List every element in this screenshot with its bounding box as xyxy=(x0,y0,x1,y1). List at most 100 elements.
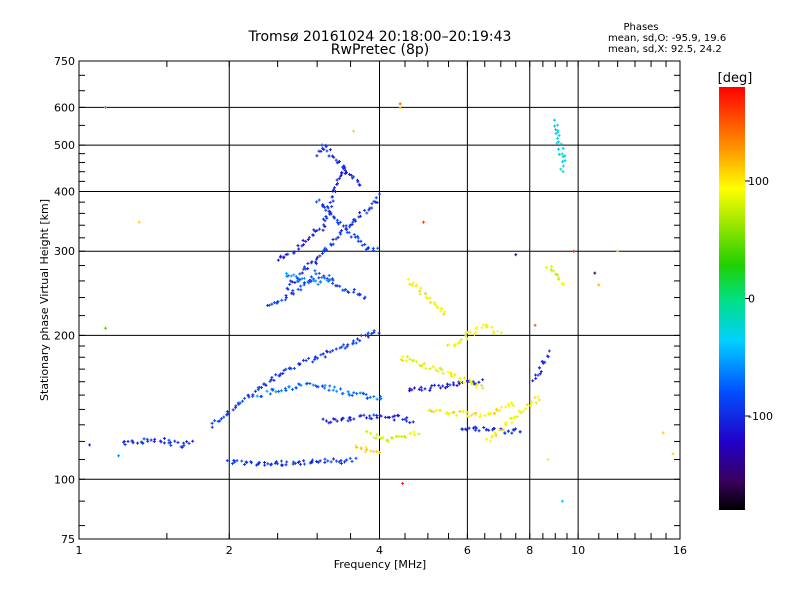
echo-point xyxy=(335,419,339,423)
echo-point xyxy=(346,390,350,394)
echo-point xyxy=(487,428,491,432)
echo-point xyxy=(437,383,441,387)
echo-point xyxy=(537,398,541,402)
echo-point xyxy=(365,211,369,215)
echo-point xyxy=(356,239,360,243)
echo-point xyxy=(449,373,453,377)
echo-point xyxy=(458,339,462,343)
echo-point xyxy=(372,395,376,399)
echo-point xyxy=(342,288,346,292)
echo-point xyxy=(474,411,478,415)
echo-point xyxy=(292,366,296,370)
echo-point xyxy=(325,248,329,252)
echo-point xyxy=(423,387,427,391)
echo-point xyxy=(455,413,459,417)
echo-point xyxy=(372,413,376,417)
echo-point xyxy=(255,463,259,467)
echo-point xyxy=(169,443,173,447)
y-tick-label: 600 xyxy=(54,101,75,114)
echo-point xyxy=(305,381,309,385)
echo-point xyxy=(323,460,327,464)
echo-point xyxy=(358,293,362,297)
echo-point xyxy=(360,243,364,247)
echo-point xyxy=(430,384,434,388)
echo-point xyxy=(326,459,330,463)
echo-point xyxy=(556,130,560,134)
echo-point xyxy=(313,269,317,273)
echo-point xyxy=(368,414,372,418)
echo-point xyxy=(514,427,518,431)
echo-point xyxy=(358,339,362,343)
echo-point xyxy=(290,280,294,284)
echo-point xyxy=(323,386,327,390)
echo-point xyxy=(312,228,316,232)
colorbar-label: [deg] xyxy=(718,71,753,86)
echo-point xyxy=(323,205,327,209)
echo-point xyxy=(344,224,348,228)
echo-point xyxy=(557,277,561,281)
echo-point xyxy=(361,391,365,395)
echo-point xyxy=(308,381,312,385)
echo-point xyxy=(210,425,214,429)
echo-point xyxy=(323,249,327,253)
echo-point xyxy=(331,195,335,199)
echo-point xyxy=(397,414,401,418)
echo-point xyxy=(440,368,444,372)
echo-point xyxy=(404,436,408,440)
echo-point xyxy=(284,388,288,392)
echo-point xyxy=(245,461,249,465)
echo-point xyxy=(448,412,452,416)
echo-point xyxy=(297,247,301,251)
echo-point xyxy=(366,335,370,339)
colorbar-tick-label: 100 xyxy=(748,175,769,188)
echo-point xyxy=(324,208,328,212)
colorbar-tick-label: -100 xyxy=(748,410,773,423)
echo-point xyxy=(293,281,297,285)
echo-point xyxy=(352,175,356,179)
echo-point xyxy=(556,123,560,127)
echo-point xyxy=(230,462,234,466)
echo-point xyxy=(497,427,501,431)
echo-point xyxy=(419,286,423,290)
echo-point xyxy=(481,378,485,382)
echo-point xyxy=(294,386,298,390)
echo-point xyxy=(352,129,356,133)
echo-point xyxy=(561,164,565,168)
echo-point xyxy=(616,249,620,253)
echo-point xyxy=(329,242,333,246)
echo-point xyxy=(335,181,339,185)
echo-point xyxy=(173,439,177,443)
echo-point xyxy=(346,419,350,423)
echo-point xyxy=(398,106,402,110)
echo-point xyxy=(347,231,351,235)
echo-point xyxy=(300,244,304,248)
echo-point xyxy=(325,278,329,282)
echo-point xyxy=(286,252,290,256)
echo-point xyxy=(284,463,288,467)
echo-point xyxy=(442,312,446,316)
echo-point xyxy=(374,436,378,440)
echo-point xyxy=(288,282,292,286)
echo-point xyxy=(355,392,359,396)
echo-point xyxy=(446,370,450,374)
echo-point xyxy=(298,272,302,276)
echo-point xyxy=(335,284,339,288)
echo-point xyxy=(324,419,328,423)
echo-point xyxy=(550,265,554,269)
echo-point xyxy=(534,401,538,405)
echo-point xyxy=(289,367,293,371)
echo-point xyxy=(438,366,442,370)
echo-point xyxy=(546,355,550,359)
colorbar-ticks: 100 0 -100 xyxy=(745,175,773,423)
echo-point xyxy=(269,378,273,382)
echo-point xyxy=(253,389,257,393)
echo-point xyxy=(484,323,488,327)
echo-point xyxy=(461,427,465,431)
echo-point xyxy=(544,266,548,270)
echo-point xyxy=(348,225,352,229)
echo-point xyxy=(136,441,140,445)
echo-point xyxy=(432,301,436,305)
echo-point xyxy=(314,260,318,264)
echo-point xyxy=(554,128,558,132)
